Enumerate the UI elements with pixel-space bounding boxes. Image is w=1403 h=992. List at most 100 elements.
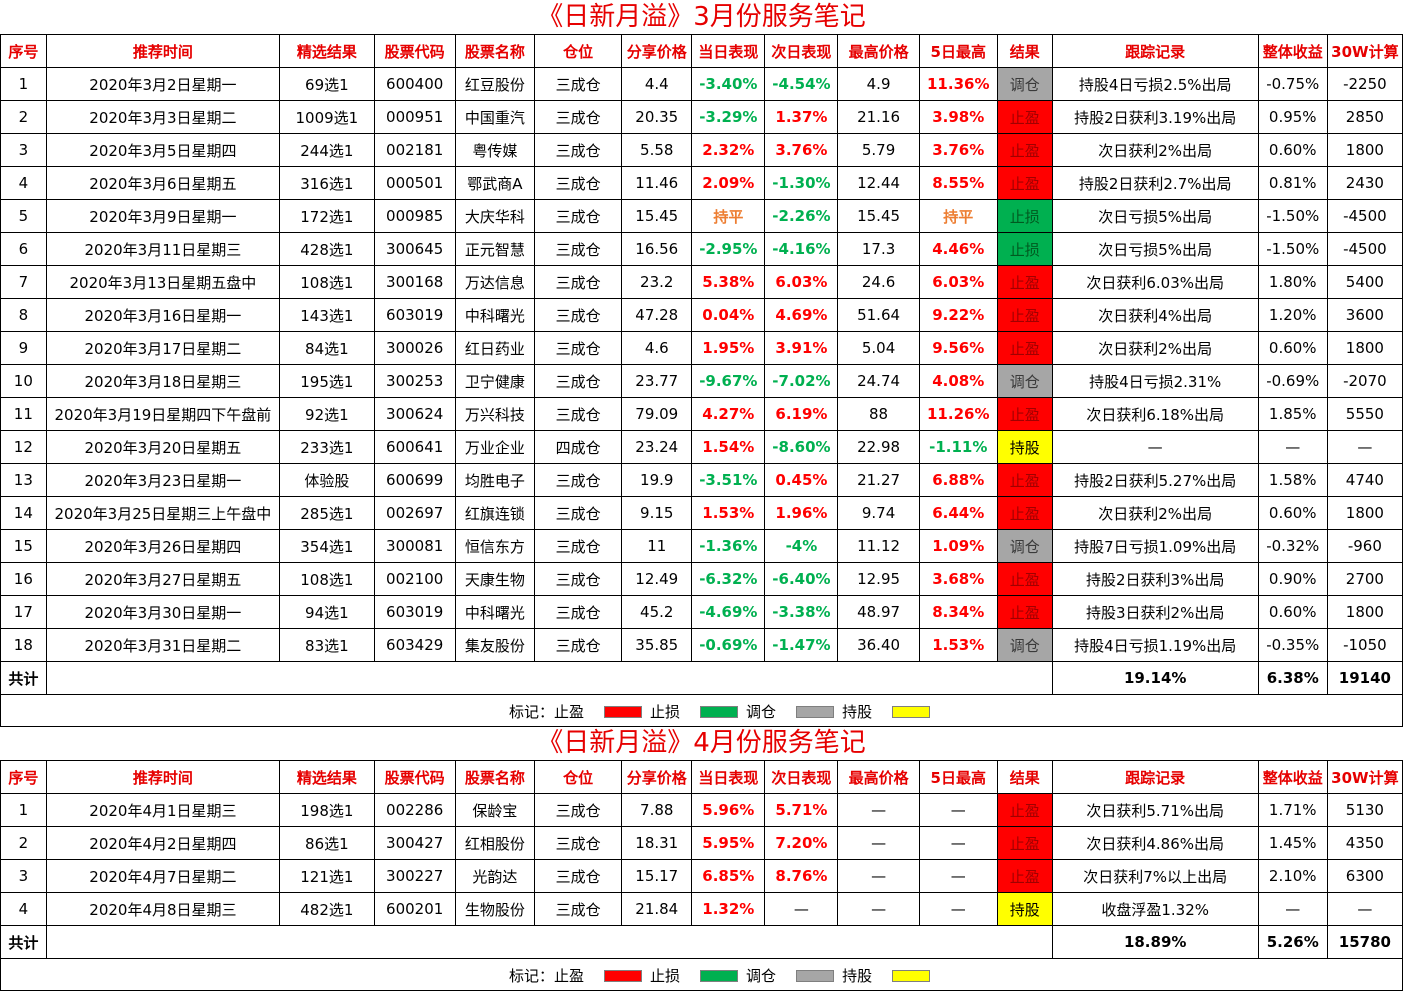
table-cell: 持股2日获利5.27%出局 xyxy=(1051,463,1259,497)
table-cell: 三成仓 xyxy=(533,199,623,233)
table-row: 8 2020年3月16日星期一 143选1 603019 中科曙光 三成仓 47.28 0.0… xyxy=(0,298,1403,332)
table-cell: 108选1 xyxy=(279,562,375,596)
table-cell: -9.67% xyxy=(691,364,766,398)
table-cell: 0.90% xyxy=(1257,562,1328,596)
table-cell: 000985 xyxy=(373,199,456,233)
table-cell: 3 xyxy=(0,133,47,167)
legend-swatch xyxy=(604,705,643,718)
table-cell: 2020年3月13日星期五盘中 xyxy=(45,265,281,299)
table-cell: -4.69% xyxy=(691,595,766,629)
table-cell: 大庆华科 xyxy=(454,199,535,233)
table-cell: 195选1 xyxy=(279,364,375,398)
table-cell: 持股7日亏损1.09%出局 xyxy=(1051,529,1259,563)
result-badge: 止盈 xyxy=(996,859,1053,893)
table-cell: 6.88% xyxy=(918,463,998,497)
table-cell: 2020年3月3日星期二 xyxy=(45,100,281,134)
column-header: 序号 xyxy=(0,760,47,794)
legend-label: 调仓 xyxy=(746,702,777,721)
table-cell: 45.2 xyxy=(621,595,693,629)
table-cell: 三成仓 xyxy=(533,562,623,596)
table-cell: 1.96% xyxy=(764,496,839,530)
table-cell: 600699 xyxy=(373,463,456,497)
table-cell: 2020年4月1日星期三 xyxy=(45,793,281,827)
legend-label: 持股 xyxy=(842,966,873,985)
table-row: 15 2020年3月26日星期四 354选1 300081 恒信东方 三成仓 11 -1.36… xyxy=(0,529,1403,563)
result-badge: 止损 xyxy=(996,199,1053,233)
table-cell: 2700 xyxy=(1326,562,1403,596)
column-header: 仓位 xyxy=(533,760,623,794)
table-cell: 5 xyxy=(0,199,47,233)
table-cell: 198选1 xyxy=(279,793,375,827)
table-cell: 保龄宝 xyxy=(454,793,535,827)
table-row: 13 2020年3月23日星期一 体验股 600699 均胜电子 三成仓 19.9 -3.51… xyxy=(0,463,1403,497)
table-cell: 红豆股份 xyxy=(454,67,535,101)
table-row: 3 2020年3月5日星期四 244选1 002181 粤传媒 三成仓 5.58 2.32% 3… xyxy=(0,133,1403,167)
result-badge: 止盈 xyxy=(996,265,1053,299)
column-header: 30W计算 xyxy=(1326,760,1403,794)
march-title: 《日新月溢》3月份服务笔记 xyxy=(537,2,866,32)
table-cell: 002697 xyxy=(373,496,456,530)
table-cell: -3.40% xyxy=(691,67,766,101)
table-cell: 300624 xyxy=(373,397,456,431)
table-cell: -0.35% xyxy=(1257,628,1328,662)
table-cell: 收盘浮盈1.32% xyxy=(1051,892,1259,926)
table-cell: -1.50% xyxy=(1257,199,1328,233)
table-cell: 粤传媒 xyxy=(454,133,535,167)
column-header: 精选结果 xyxy=(279,34,375,68)
table-cell: 94选1 xyxy=(279,595,375,629)
table-cell: 4.6 xyxy=(621,331,693,365)
table-cell: 121选1 xyxy=(279,859,375,893)
table-cell: 鄂武商A xyxy=(454,166,535,200)
table-cell: -1.47% xyxy=(764,628,839,662)
table-row: 5 2020年3月9日星期一 172选1 000985 大庆华科 三成仓 15.45 持平 -2… xyxy=(0,199,1403,233)
table-cell: 持股4日亏损2.31% xyxy=(1051,364,1259,398)
table-cell: 6300 xyxy=(1326,859,1403,893)
table-cell: 4350 xyxy=(1326,826,1403,860)
table-cell: 2020年4月7日星期二 xyxy=(45,859,281,893)
table-cell: 17 xyxy=(0,595,47,629)
result-badge: 止盈 xyxy=(996,562,1053,596)
table-cell: -4500 xyxy=(1326,232,1403,266)
table-cell: 1.80% xyxy=(1257,265,1328,299)
table-cell: 三成仓 xyxy=(533,892,623,926)
table-cell: 3 xyxy=(0,859,47,893)
table-cell: 244选1 xyxy=(279,133,375,167)
table-cell: 红旗连锁 xyxy=(454,496,535,530)
table-cell: 1800 xyxy=(1326,595,1403,629)
table-cell: 9.22% xyxy=(918,298,998,332)
table-cell: -960 xyxy=(1326,529,1403,563)
table-cell: 0.81% xyxy=(1257,166,1328,200)
table-cell: 次日获利6.03%出局 xyxy=(1051,265,1259,299)
table-cell: 19.9 xyxy=(621,463,693,497)
april-title: 《日新月溢》4月份服务笔记 xyxy=(537,728,866,758)
column-header: 次日表现 xyxy=(764,760,839,794)
total-label: 共计 xyxy=(0,661,47,695)
table-cell: 603019 xyxy=(373,298,456,332)
column-header: 5日最高 xyxy=(918,34,998,68)
table-cell: 8.55% xyxy=(918,166,998,200)
legend-swatch xyxy=(700,705,739,718)
table-cell: 300253 xyxy=(373,364,456,398)
table-cell: 2020年3月19日星期四下午盘前 xyxy=(45,397,281,431)
column-header: 精选结果 xyxy=(279,760,375,794)
table-cell: 18.31 xyxy=(621,826,693,860)
table-cell: — xyxy=(1257,892,1328,926)
table-cell: 002286 xyxy=(373,793,456,827)
table-cell: 3.98% xyxy=(918,100,998,134)
table-cell: 1.85% xyxy=(1257,397,1328,431)
table-cell: 1.45% xyxy=(1257,826,1328,860)
table-cell: 持股3日获利2%出局 xyxy=(1051,595,1259,629)
table-cell: 2020年3月18日星期三 xyxy=(45,364,281,398)
table-cell: 2020年3月31日星期二 xyxy=(45,628,281,662)
table-cell: 3.91% xyxy=(764,331,839,365)
table-cell: 1.53% xyxy=(918,628,998,662)
table-cell: 5400 xyxy=(1326,265,1403,299)
total-calc: 15780 xyxy=(1326,925,1403,959)
table-cell: 4 xyxy=(0,166,47,200)
table-cell: 三成仓 xyxy=(533,265,623,299)
table-cell: 持股4日亏损1.19%出局 xyxy=(1051,628,1259,662)
table-cell: 9 xyxy=(0,331,47,365)
table-cell: -4.54% xyxy=(764,67,839,101)
table-cell: 1800 xyxy=(1326,133,1403,167)
table-cell: -0.32% xyxy=(1257,529,1328,563)
